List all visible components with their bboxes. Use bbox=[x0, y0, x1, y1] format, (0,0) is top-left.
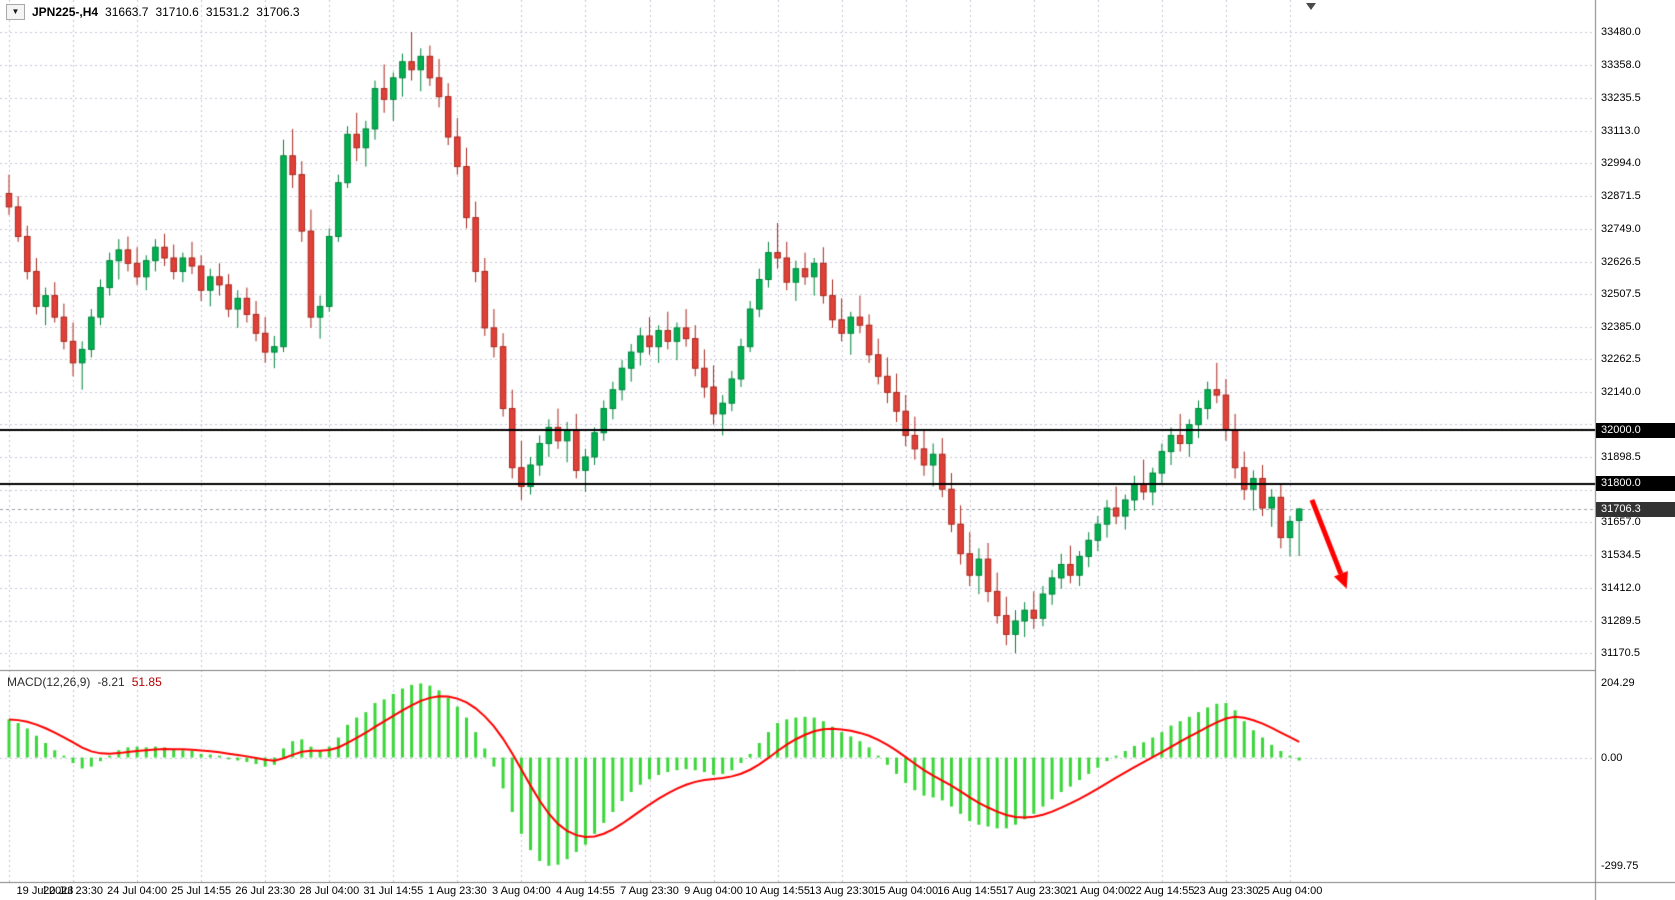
high-value: 31710.6 bbox=[155, 5, 199, 19]
price-tick-label: 33235.5 bbox=[1601, 91, 1641, 104]
symbol-info-bar: ▼ JPN225-,H4 31663.7 31710.6 31531.2 317… bbox=[6, 4, 300, 20]
time-tick-label: 26 Jul 23:30 bbox=[235, 885, 296, 897]
price-tick-label: 31534.5 bbox=[1601, 549, 1641, 562]
time-tick-label: 28 Jul 04:00 bbox=[299, 885, 360, 897]
time-tick-label: 23 Aug 23:30 bbox=[1193, 885, 1259, 897]
open-value: 31663.7 bbox=[105, 5, 149, 19]
time-tick-label: 31 Jul 14:55 bbox=[363, 885, 424, 897]
time-tick-label: 20 Jul 23:30 bbox=[43, 885, 104, 897]
price-line-tag-32000[interactable]: 32000.0 bbox=[1596, 422, 1675, 438]
macd-value: -8.21 bbox=[97, 675, 125, 689]
macd-tick-label: -299.75 bbox=[1601, 860, 1639, 873]
time-tick-label: 7 Aug 23:30 bbox=[620, 885, 679, 897]
price-tick-label: 31170.5 bbox=[1601, 647, 1640, 660]
price-tick-label: 32994.0 bbox=[1601, 156, 1641, 169]
price-tick-label: 31412.0 bbox=[1601, 582, 1641, 595]
dropdown-arrow-icon: ▼ bbox=[11, 7, 20, 16]
price-tick-label: 33480.0 bbox=[1601, 26, 1641, 39]
close-value: 31706.3 bbox=[256, 5, 300, 19]
price-tick-label: 33358.0 bbox=[1601, 58, 1641, 71]
chart-shift-marker[interactable] bbox=[1306, 3, 1316, 10]
time-tick-label: 15 Aug 04:00 bbox=[873, 885, 939, 897]
macd-name: MACD(12,26,9) bbox=[7, 675, 91, 689]
price-tick-label: 31898.5 bbox=[1601, 451, 1641, 464]
symbol-dropdown-button[interactable]: ▼ bbox=[6, 4, 25, 20]
price-tick-label: 32749.0 bbox=[1601, 222, 1641, 235]
price-tick-label: 33113.0 bbox=[1601, 124, 1640, 137]
macd-indicator-label: MACD(12,26,9) -8.21 51.85 bbox=[7, 675, 162, 689]
macd-tick-label: 0.00 bbox=[1601, 751, 1623, 764]
price-tick-label: 32871.5 bbox=[1601, 189, 1641, 202]
time-tick-label: 4 Aug 14:55 bbox=[556, 885, 615, 897]
price-tick-label: 32262.5 bbox=[1601, 353, 1641, 366]
time-tick-label: 17 Aug 23:30 bbox=[1001, 885, 1067, 897]
price-tick-label: 32140.0 bbox=[1601, 386, 1641, 399]
time-tick-label: 22 Aug 14:55 bbox=[1129, 885, 1195, 897]
time-tick-label: 21 Aug 04:00 bbox=[1065, 885, 1131, 897]
current-price-tag: 31706.3 bbox=[1596, 501, 1675, 517]
macd-signal-value: 51.85 bbox=[131, 675, 162, 689]
time-tick-label: 25 Aug 04:00 bbox=[1257, 885, 1323, 897]
macd-tick-label: 204.29 bbox=[1601, 677, 1635, 690]
low-value: 31531.2 bbox=[205, 5, 250, 19]
price-tick-label: 31657.0 bbox=[1601, 516, 1641, 529]
time-tick-label: 24 Jul 04:00 bbox=[107, 885, 168, 897]
time-tick-label: 10 Aug 14:55 bbox=[745, 885, 811, 897]
time-tick-label: 3 Aug 04:00 bbox=[492, 885, 551, 897]
price-tick-label: 31289.5 bbox=[1601, 615, 1641, 628]
price-tick-label: 32385.0 bbox=[1601, 320, 1641, 333]
time-tick-label: 19 Jul 2023 bbox=[16, 885, 74, 897]
symbol-period-label: JPN225-,H4 bbox=[32, 5, 99, 19]
price-tick-label: 32507.5 bbox=[1601, 287, 1641, 300]
price-tick-label: 32626.5 bbox=[1601, 255, 1641, 268]
time-tick-label: 1 Aug 23:30 bbox=[427, 885, 487, 897]
time-tick-label: 25 Jul 14:55 bbox=[171, 885, 232, 897]
time-tick-label: 9 Aug 04:00 bbox=[684, 885, 743, 897]
time-tick-label: 16 Aug 14:55 bbox=[937, 885, 1003, 897]
time-tick-label: 13 Aug 23:30 bbox=[809, 885, 875, 897]
price-line-tag-31800[interactable]: 31800.0 bbox=[1596, 476, 1675, 492]
